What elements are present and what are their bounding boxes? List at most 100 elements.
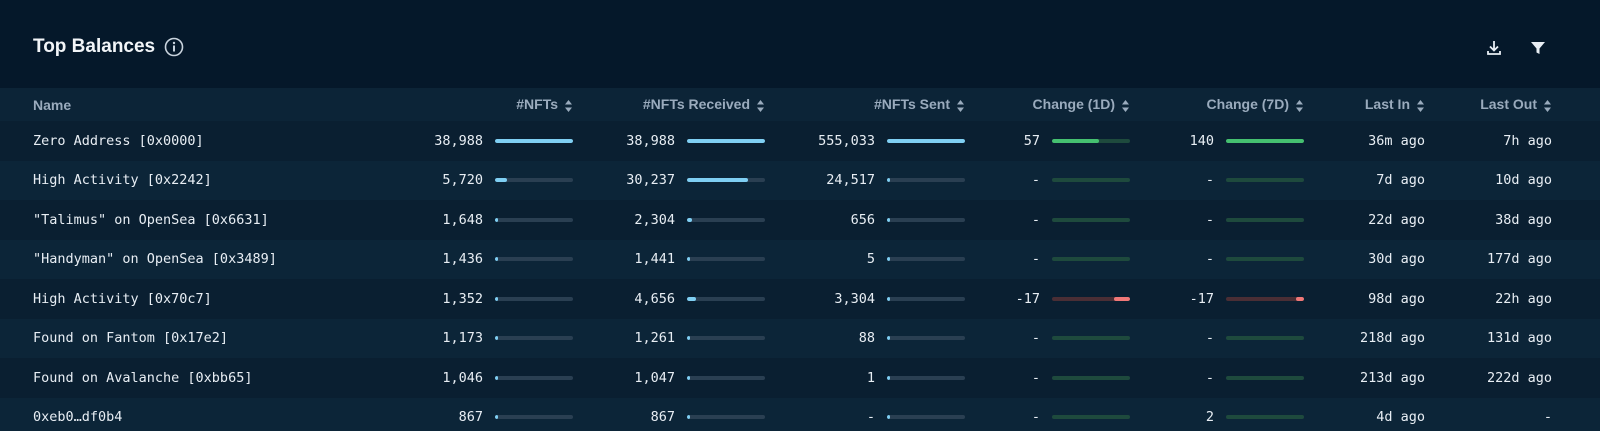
value-bar-fill	[495, 178, 507, 183]
value-bar	[1052, 296, 1130, 301]
value-bar	[1226, 257, 1304, 262]
column-header-change-1d[interactable]: Change (1D)	[965, 88, 1130, 121]
cell-value: -	[1031, 330, 1040, 347]
cell-last-out: 7h ago	[1503, 132, 1552, 149]
column-header-last-in[interactable]: Last In	[1304, 88, 1425, 121]
value-bar	[495, 296, 573, 301]
value-bar-fill	[495, 296, 498, 301]
download-icon[interactable]	[1484, 38, 1504, 58]
cell-name[interactable]: 0xeb0…df0b4	[33, 409, 123, 426]
cell-value: 1,352	[442, 290, 483, 307]
cell-last-in: 4d ago	[1376, 409, 1425, 426]
value-bar	[887, 257, 965, 262]
table-row[interactable]: High Activity [0x70c7] 1,352 4,656 3,304 -17…	[0, 279, 1600, 319]
filter-icon[interactable]	[1528, 38, 1548, 58]
table-row[interactable]: 0xeb0…df0b4 867 867 - - 2 4d ago -	[0, 397, 1600, 431]
cell-value: 867	[650, 409, 675, 426]
value-bar-fill	[687, 415, 690, 420]
info-icon[interactable]	[164, 37, 184, 57]
sort-icon[interactable]	[956, 99, 965, 113]
value-bar-fill	[887, 336, 890, 341]
value-bar-fill	[687, 178, 748, 183]
cell-value: 555,033	[818, 132, 875, 149]
sort-icon[interactable]	[1295, 99, 1304, 113]
cell-last-in: 36m ago	[1368, 132, 1425, 149]
value-bar	[495, 217, 573, 222]
sort-icon[interactable]	[1121, 99, 1130, 113]
cell-name[interactable]: High Activity [0x70c7]	[33, 290, 212, 307]
value-bar	[495, 375, 573, 380]
value-bar-fill	[495, 336, 498, 341]
table-row[interactable]: Found on Avalanche [0xbb65] 1,046 1,047 1 - -…	[0, 358, 1600, 398]
value-bar-fill	[495, 217, 499, 222]
value-bar	[887, 415, 965, 420]
value-bar	[1226, 217, 1304, 222]
column-header-change-7d[interactable]: Change (7D)	[1130, 88, 1304, 121]
panel-header: Top Balances	[0, 0, 1600, 88]
cell-spacer	[1552, 358, 1600, 398]
cell-name[interactable]: High Activity [0x2242]	[33, 172, 212, 189]
cell-value: 1,436	[442, 251, 483, 268]
cell-value: 1,648	[442, 211, 483, 228]
value-bar	[887, 178, 965, 183]
cell-name[interactable]: Found on Avalanche [0xbb65]	[33, 369, 253, 386]
cell-name[interactable]: "Handyman" on OpenSea [0x3489]	[33, 251, 277, 268]
cell-value: 38,988	[626, 132, 675, 149]
sort-icon[interactable]	[1416, 99, 1425, 113]
column-header-name[interactable]: Name	[33, 96, 72, 113]
cell-value: -	[1031, 172, 1040, 189]
value-bar	[887, 138, 965, 143]
cell-value: 1,441	[634, 251, 675, 268]
cell-last-in: 22d ago	[1368, 211, 1425, 228]
column-header-received[interactable]: #NFTs Received	[573, 88, 765, 121]
value-bar-fill	[687, 138, 765, 143]
cell-last-out: 222d ago	[1486, 369, 1552, 386]
table-row[interactable]: Found on Fantom [0x17e2] 1,173 1,261 88 - - 21…	[0, 318, 1600, 358]
column-header-sent[interactable]: #NFTs Sent	[765, 88, 965, 121]
cell-name[interactable]: Zero Address [0x0000]	[33, 132, 204, 149]
panel-title: Top Balances	[33, 36, 156, 57]
value-bar-fill	[887, 375, 890, 380]
column-header-nfts[interactable]: #NFTs	[300, 88, 573, 121]
value-bar-fill	[1226, 138, 1304, 143]
cell-value: 30,237	[626, 172, 675, 189]
cell-value: -	[1205, 251, 1214, 268]
value-bar	[1052, 257, 1130, 262]
table-header-row: Name #NFTs #NFTs Received #NFTs Sent Cha…	[0, 88, 1600, 121]
cell-value: 1	[866, 369, 875, 386]
value-bar-fill	[495, 138, 573, 143]
value-bar	[687, 178, 765, 183]
cell-value: -	[1031, 251, 1040, 268]
cell-last-out: 131d ago	[1486, 330, 1552, 347]
cell-value: -	[1205, 172, 1214, 189]
value-bar-fill	[887, 138, 965, 143]
cell-value: -	[1031, 369, 1040, 386]
value-bar	[1052, 138, 1130, 143]
column-header-last-out[interactable]: Last Out	[1425, 88, 1552, 121]
sort-icon[interactable]	[1543, 99, 1552, 113]
table-row[interactable]: "Talimus" on OpenSea [0x6631] 1,648 2,304 6…	[0, 200, 1600, 240]
cell-last-out: 10d ago	[1495, 172, 1552, 189]
cell-last-out: 177d ago	[1486, 251, 1552, 268]
value-bar	[1052, 415, 1130, 420]
value-bar	[495, 178, 573, 183]
value-bar-fill	[887, 296, 890, 301]
sort-icon[interactable]	[564, 99, 573, 113]
table-row[interactable]: Zero Address [0x0000] 38,988 38,988 555,033…	[0, 121, 1600, 161]
value-bar-fill	[495, 415, 498, 420]
cell-value: 1,047	[634, 369, 675, 386]
cell-last-in: 30d ago	[1368, 251, 1425, 268]
cell-value: -	[1031, 409, 1040, 426]
cell-value: 5,720	[442, 172, 483, 189]
cell-name[interactable]: Found on Fantom [0x17e2]	[33, 330, 229, 347]
value-bar-fill	[1114, 296, 1130, 301]
cell-value: 24,517	[826, 172, 875, 189]
value-bar-fill	[887, 217, 890, 222]
table-row[interactable]: High Activity [0x2242] 5,720 30,237 24,517 -…	[0, 160, 1600, 200]
cell-value: 88	[858, 330, 875, 347]
cell-name[interactable]: "Talimus" on OpenSea [0x6631]	[33, 211, 269, 228]
sort-icon[interactable]	[756, 99, 765, 113]
table-row[interactable]: "Handyman" on OpenSea [0x3489] 1,436 1,441…	[0, 239, 1600, 279]
value-bar-fill	[495, 257, 499, 262]
